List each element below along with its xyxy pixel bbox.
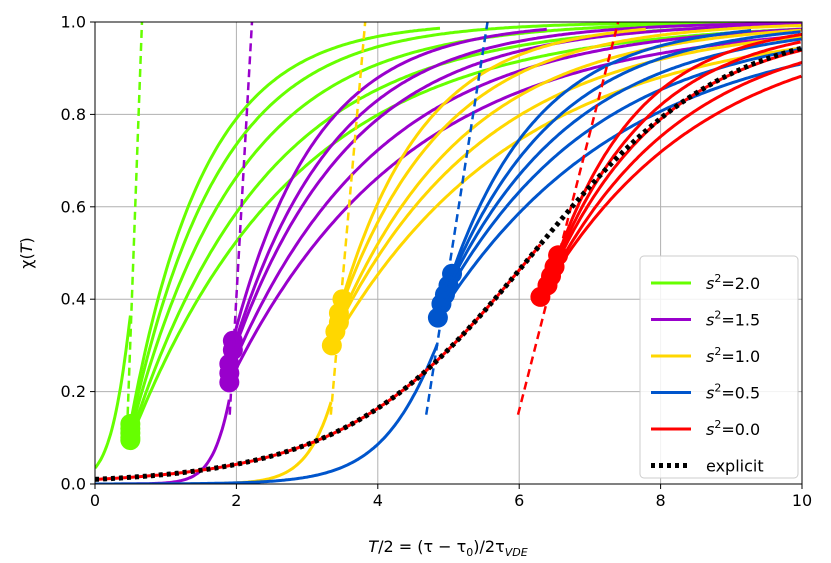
series-branch-line [330,46,801,347]
series-marker [530,286,551,307]
series-branch-line [556,32,802,256]
series-branch-line [337,23,802,314]
series-tangent-line [516,22,620,416]
x-tick-label: 0 [90,491,100,510]
x-tick-label: 10 [792,491,812,510]
series-tangent-line [424,22,489,415]
y-tick-label: 0.0 [61,475,86,494]
explicit-line [95,45,802,482]
series-branch-line [128,26,441,425]
y-tick-label: 0.2 [61,382,86,401]
legend-label: s2=1.5 [706,309,760,330]
series-branch-line [546,61,802,286]
y-tick-label: 0.4 [61,290,86,309]
series-branch-line [440,47,802,305]
legend-label: s2=1.0 [706,345,760,366]
y-axis-label: χ(T) [17,237,36,269]
legend-label: s2=0.0 [706,418,760,439]
series-branch-line [450,29,752,275]
series-marker [219,372,240,393]
series-branch-line [340,27,646,300]
legend-label: s2=0.5 [706,382,760,403]
series-marker [321,335,342,356]
y-tick-label: 0.8 [61,105,86,124]
series-branch-line [231,22,802,351]
x-tick-label: 4 [373,491,383,510]
series-tangent-line [329,22,367,415]
axes-ticks: 0 2 4 6 8 10 0.0 0.2 0.4 0.6 0.8 1.0 [61,13,813,511]
series-branch-line [447,30,801,286]
y-tick-label: 1.0 [61,13,86,32]
legend-box [639,255,799,479]
x-tick-label: 6 [514,491,524,510]
legend-label: s2=2.0 [706,272,760,293]
series-base-line [95,315,132,470]
series-branch-line [128,22,801,429]
legend: s2=2.0 s2=1.5 s2=1.0 s2=0.5 s2=0.0 explicit [639,255,799,479]
series-branch-line [231,27,547,342]
series-tangent-line [228,22,254,415]
series-tangent-line [126,22,144,415]
series-branch-line [337,28,802,323]
series-branch-line [539,74,802,298]
x-tick-label: 2 [231,491,241,510]
series-base-line [95,243,542,481]
series-marker [427,307,448,328]
plot-frame [94,21,803,485]
series-marker [120,430,141,451]
x-tick-label: 8 [656,491,666,510]
series-branch-line [227,23,802,365]
y-tick-label: 0.6 [61,197,86,216]
x-axis-label: T/2 = (τ − τ0)/2τVDE [368,537,527,559]
legend-label: explicit [706,457,764,476]
